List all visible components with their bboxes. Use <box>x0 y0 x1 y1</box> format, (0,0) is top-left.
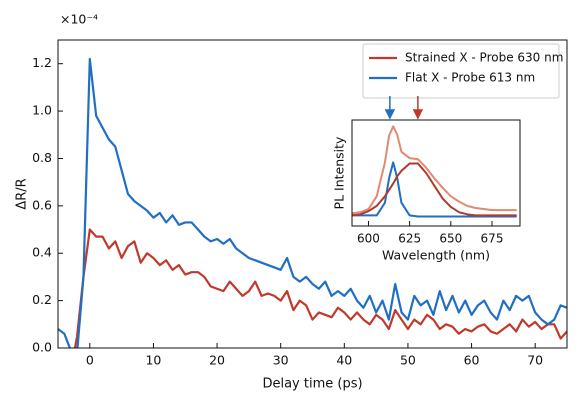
legend-label: Strained X - Probe 630 nm <box>405 51 563 65</box>
x-tick-label: 0 <box>86 353 94 368</box>
plot-area <box>58 57 567 348</box>
x-tick-label: 10 <box>145 353 161 368</box>
x-tick-label: 70 <box>527 353 543 368</box>
data-line <box>73 228 567 348</box>
arrow <box>412 96 424 120</box>
x-tick-label: 20 <box>209 353 225 368</box>
x-tick-label: 650 <box>439 232 462 246</box>
legend-box <box>362 43 560 99</box>
data-line <box>58 57 567 348</box>
y-tick-label: 0.4 <box>32 245 52 260</box>
y-axis-label: ΔR/R <box>15 178 30 209</box>
plot-area <box>352 125 517 218</box>
x-axis-label: Wavelength (nm) <box>382 248 490 263</box>
y-tick-label: 1.0 <box>32 103 52 118</box>
y-multiplier: ×10⁻⁴ <box>60 12 98 27</box>
y-tick-label: 0.8 <box>32 150 52 165</box>
y-axis-label: PL Intensity <box>332 136 347 209</box>
axes-frame <box>57 39 568 349</box>
x-tick-label: 600 <box>357 232 380 246</box>
y-tick-label: 0.2 <box>32 292 52 307</box>
x-tick-label: 40 <box>336 353 352 368</box>
x-tick-label: 625 <box>398 232 421 246</box>
axes-frame <box>351 119 521 227</box>
x-tick-label: 675 <box>481 232 504 246</box>
y-tick-label: 0.6 <box>32 197 52 212</box>
data-line <box>352 161 517 218</box>
x-tick-label: 50 <box>400 353 416 368</box>
y-tick-label: 1.2 <box>32 55 52 70</box>
x-tick-label: 30 <box>273 353 289 368</box>
legend-label: Flat X - Probe 613 nm <box>405 71 535 85</box>
arrow <box>384 96 396 120</box>
data-line <box>352 162 517 217</box>
x-tick-label: 60 <box>464 353 480 368</box>
x-axis-label: Delay time (ps) <box>262 377 362 392</box>
y-tick-label: 0.0 <box>32 340 52 355</box>
data-line <box>352 125 517 215</box>
